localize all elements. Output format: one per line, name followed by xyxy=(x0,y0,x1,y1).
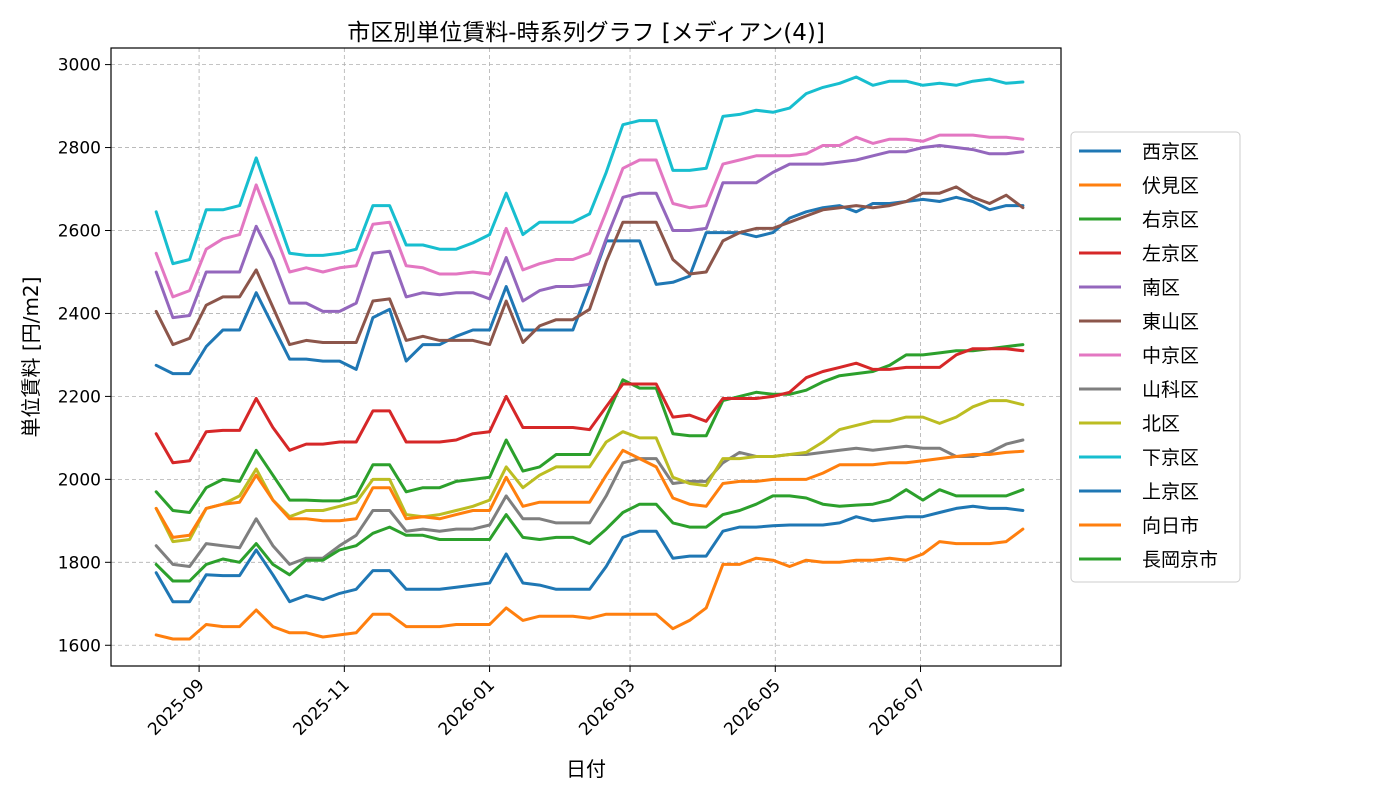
series-line-13 xyxy=(154,488,1025,583)
y-axis-label: 単位賃料 [円/m2] xyxy=(19,277,43,438)
legend-label: 上京区 xyxy=(1142,481,1199,503)
series-line-5 xyxy=(154,144,1025,320)
legend-label: 東山区 xyxy=(1142,311,1199,333)
series-line-2 xyxy=(154,527,1025,641)
y-tick-label: 1600 xyxy=(58,636,101,656)
series-line-12 xyxy=(154,448,1025,539)
series-line-1 xyxy=(154,195,1025,376)
legend-label: 中京区 xyxy=(1142,345,1199,367)
y-tick-label: 2200 xyxy=(58,387,101,407)
y-tick-label: 2400 xyxy=(58,304,101,324)
series-line-7 xyxy=(154,133,1025,299)
series-line-9 xyxy=(154,399,1025,544)
legend-label: 長岡京市 xyxy=(1142,549,1218,571)
x-axis-label: 日付 xyxy=(566,757,606,781)
y-tick-label: 3000 xyxy=(58,56,101,76)
legend-label: 西京区 xyxy=(1142,141,1199,163)
grid xyxy=(111,48,1061,666)
series-line-8 xyxy=(154,438,1025,568)
legend-box xyxy=(1070,131,1241,583)
legend-label: 下京区 xyxy=(1142,447,1199,469)
y-tick-label: 2800 xyxy=(58,139,101,159)
series-lines xyxy=(154,75,1025,641)
legend-label: 右京区 xyxy=(1142,209,1199,231)
plot-frame xyxy=(110,47,1062,667)
legend-label: 伏見区 xyxy=(1142,175,1199,197)
chart-title: 市区別単位賃料-時系列グラフ [メディアン(4)] xyxy=(347,20,825,46)
legend-label: 山科区 xyxy=(1142,379,1199,401)
legend-label: 北区 xyxy=(1142,413,1180,435)
series-line-4 xyxy=(154,347,1025,465)
y-tick-label: 2000 xyxy=(58,470,101,490)
series-line-11 xyxy=(154,504,1025,604)
series-line-10 xyxy=(154,75,1025,266)
y-tick-label: 2600 xyxy=(58,221,101,241)
legend-label: 南区 xyxy=(1142,277,1180,299)
series-line-6 xyxy=(154,185,1025,347)
y-tick-label: 1800 xyxy=(58,553,101,573)
y-axis-ticks: 1600 1800 2000 2200 2400 2600 2800 3000 xyxy=(58,56,111,656)
legend-label: 向日市 xyxy=(1142,515,1199,537)
legend-label: 左京区 xyxy=(1142,243,1199,265)
